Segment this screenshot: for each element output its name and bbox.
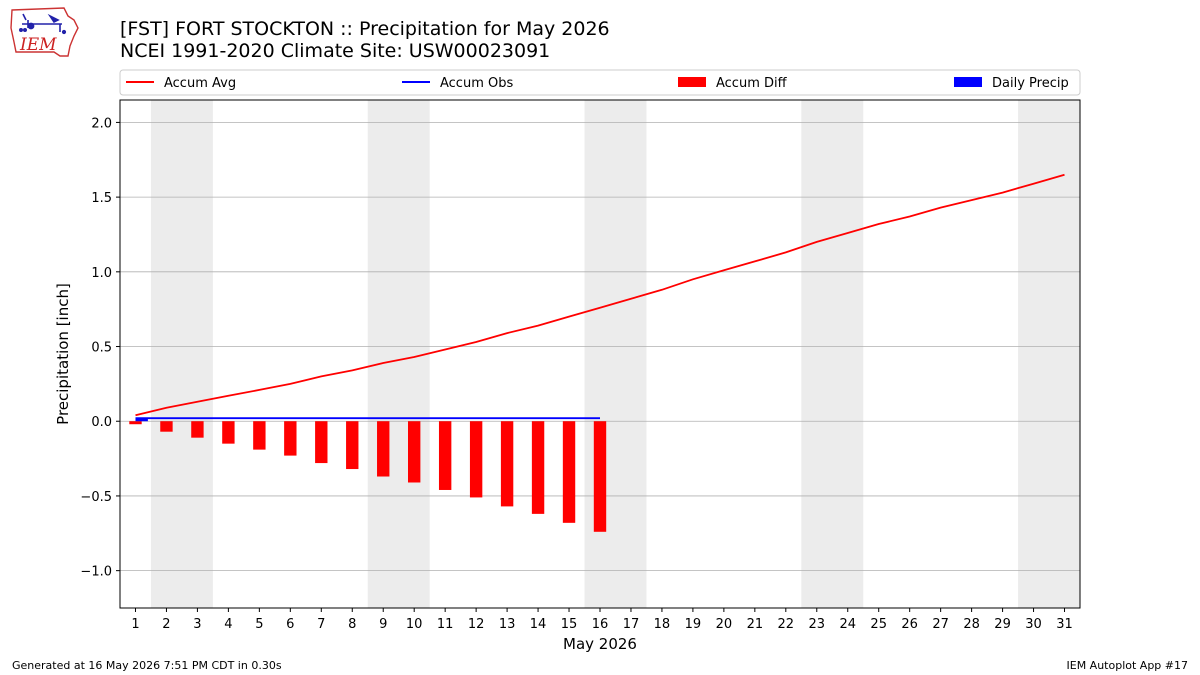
accum-diff-bar xyxy=(284,421,297,456)
x-tick-label: 28 xyxy=(963,617,980,632)
x-tick-label: 19 xyxy=(685,617,702,632)
diff-bars xyxy=(129,418,607,532)
legend-bar-swatch xyxy=(678,77,706,87)
x-tick-label: 14 xyxy=(530,617,547,632)
x-tick-label: 9 xyxy=(379,617,387,632)
accum-diff-bar xyxy=(377,421,390,477)
accum-diff-bar xyxy=(315,421,328,464)
y-tick-label: −0.5 xyxy=(80,490,112,505)
x-tick-label: 31 xyxy=(1056,617,1073,632)
x-tick-label: 17 xyxy=(623,617,640,632)
accum-diff-bar xyxy=(191,421,204,438)
legend-label: Daily Precip xyxy=(992,76,1069,91)
y-tick-label: 2.0 xyxy=(91,116,112,131)
weekend-band xyxy=(801,100,864,608)
chart-title: [FST] FORT STOCKTON :: Precipitation for… xyxy=(120,18,610,40)
x-tick-label: 23 xyxy=(809,617,826,632)
x-tick-label: 21 xyxy=(747,617,764,632)
daily-precip-bar xyxy=(135,418,148,422)
y-tick-label: 1.0 xyxy=(91,266,112,281)
logo-lettering: IEM xyxy=(19,35,57,55)
y-tick-label: −1.0 xyxy=(80,565,112,580)
x-tick-label: 4 xyxy=(224,617,232,632)
x-tick-label: 16 xyxy=(592,617,609,632)
x-tick-label: 25 xyxy=(870,617,887,632)
app-note: IEM Autoplot App #17 xyxy=(1066,659,1189,672)
x-tick-label: 7 xyxy=(317,617,325,632)
x-tick-label: 29 xyxy=(994,617,1011,632)
legend-label: Accum Avg xyxy=(164,76,236,91)
x-tick-label: 27 xyxy=(932,617,949,632)
legend-label: Accum Obs xyxy=(440,76,513,91)
legend-box xyxy=(119,69,1081,96)
weekend-band xyxy=(367,100,430,608)
accum-diff-bar xyxy=(160,421,173,432)
legend: Accum Avg Accum Obs Accum Diff Daily Precip xyxy=(119,69,1081,96)
x-tick-label: 18 xyxy=(654,617,671,632)
generated-note: Generated at 16 May 2026 7:51 PM CDT in … xyxy=(12,659,282,672)
x-tick-label: 22 xyxy=(778,617,795,632)
legend-bar-swatch xyxy=(954,77,982,87)
weekend-shading xyxy=(150,100,1080,608)
weekend-band xyxy=(1018,100,1080,608)
x-tick-label: 8 xyxy=(348,617,356,632)
accum-avg-line xyxy=(135,173,1065,417)
x-tick-label: 15 xyxy=(561,617,578,632)
series-lines xyxy=(135,173,1065,420)
x-tick-label: 30 xyxy=(1025,617,1042,632)
accum-diff-bar xyxy=(469,421,483,498)
y-tick-label: 0.0 xyxy=(91,415,112,430)
x-axis-label: May 2026 xyxy=(563,635,637,653)
y-axis-label: Precipitation [inch] xyxy=(54,283,72,425)
accum-diff-bar xyxy=(531,421,545,514)
accum-diff-bar xyxy=(222,421,235,444)
accum-diff-bar xyxy=(593,421,607,532)
x-tick-label: 12 xyxy=(468,617,485,632)
legend-label: Accum Diff xyxy=(716,76,788,91)
x-tick-label: 24 xyxy=(839,617,856,632)
accum-diff-bar xyxy=(346,421,359,470)
iem-logo: IEM xyxy=(8,6,80,60)
y-tick-label: 1.5 xyxy=(91,191,112,206)
x-tick-label: 3 xyxy=(193,617,201,632)
x-tick-label: 5 xyxy=(255,617,263,632)
x-tick-label: 11 xyxy=(437,617,454,632)
y-tick-label: 0.5 xyxy=(91,341,112,356)
accum-diff-bar xyxy=(562,421,576,523)
accum-diff-bar xyxy=(129,421,142,425)
accum-diff-bar xyxy=(500,421,514,507)
accum-diff-bar xyxy=(253,421,266,450)
accum-diff-bar xyxy=(408,421,421,483)
accum-diff-bar xyxy=(438,421,452,490)
weekend-band xyxy=(150,100,213,608)
axes: −1.0−0.50.00.51.01.52.01 2 3 4 5 6 7 8 9 10 11 12 13… xyxy=(80,116,1072,632)
x-tick-label: 10 xyxy=(406,617,423,632)
x-tick-label: 20 xyxy=(716,617,733,632)
chart-subtitle: NCEI 1991-2020 Climate Site: USW00023091 xyxy=(120,40,551,62)
x-tick-label: 26 xyxy=(901,617,918,632)
x-tick-label: 1 xyxy=(131,617,139,632)
x-tick-label: 6 xyxy=(286,617,294,632)
x-tick-label: 2 xyxy=(162,617,170,632)
x-tick-label: 13 xyxy=(499,617,516,632)
